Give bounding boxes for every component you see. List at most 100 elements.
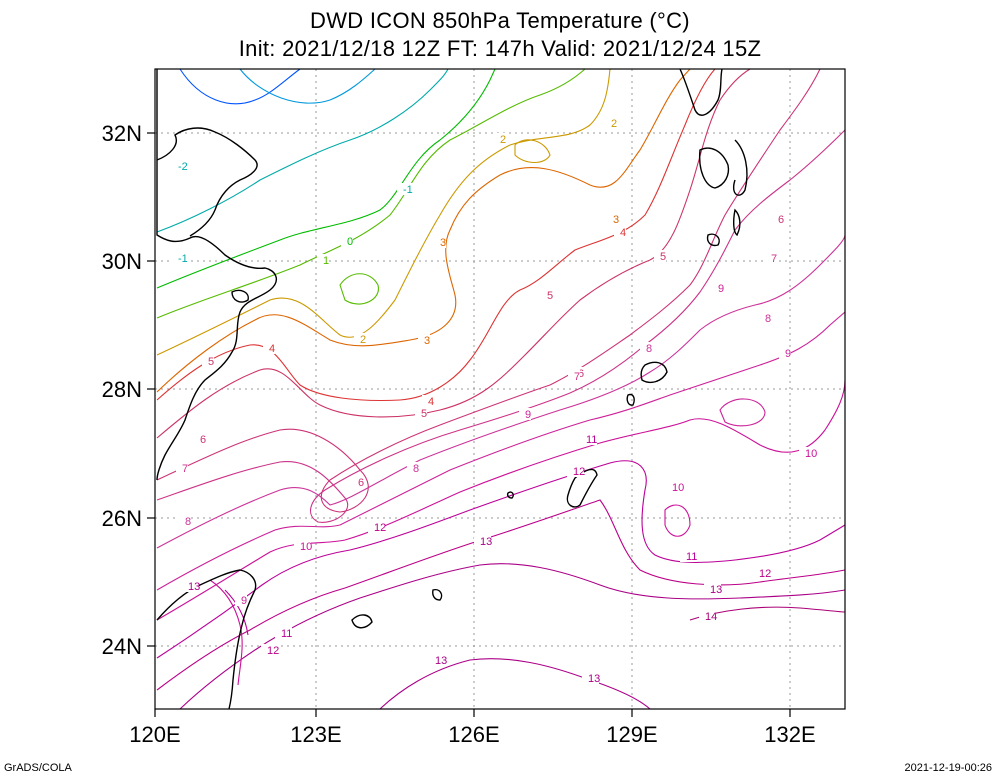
contour-label-bg: [294, 540, 311, 552]
contour-two: [156, 68, 611, 356]
okinawa: [566, 468, 598, 508]
lat-label: 26N: [102, 506, 142, 531]
contour-label-bg: [172, 252, 189, 264]
tick-marks: [147, 132, 791, 717]
contour-label: 2: [611, 118, 617, 130]
contour-label-bg: [354, 333, 366, 345]
contour-label-bg: [434, 236, 446, 248]
contour-label-bg: [567, 465, 584, 477]
contour-label: 11: [281, 628, 292, 640]
contour-label-bg: [179, 515, 191, 527]
tokunoshima: [626, 393, 635, 406]
contour-label: 12: [759, 568, 771, 580]
contour-label: 3: [440, 237, 446, 249]
contour-two-closed: [514, 139, 551, 164]
contour-label: 10: [805, 448, 817, 460]
contour-label: 12: [573, 466, 585, 478]
contour-labels: -2-1-10122233344455556666777888899991010…: [172, 117, 817, 685]
contour-label: 6: [578, 368, 584, 380]
contour-label: 13: [588, 673, 600, 685]
contour-label-bg: [765, 252, 777, 264]
contour-label-bg: [263, 342, 275, 354]
contour-twelve: [156, 499, 846, 691]
lon-label: 126E: [448, 722, 499, 747]
contour-label-bg: [494, 133, 506, 145]
kyushu-south: [698, 147, 730, 189]
grid-lines: [155, 69, 845, 709]
contour-six: [156, 68, 821, 513]
contour-label: 7: [574, 371, 580, 383]
contour-label: 9: [785, 348, 791, 360]
tanegashima: [732, 208, 741, 237]
contour-label-bg: [607, 213, 619, 225]
contour-label: 3: [613, 214, 619, 226]
contour-five: [156, 68, 751, 439]
contour-label: 4: [428, 396, 434, 408]
lon-label: 132E: [764, 722, 815, 747]
contour-label: 1: [323, 255, 329, 267]
contour-label-bg: [176, 462, 188, 474]
contour-label-bg: [407, 462, 419, 474]
contour-label: 4: [269, 343, 275, 355]
contour-label: 6: [778, 214, 784, 226]
contour-label: 12: [374, 522, 386, 534]
render-timestamp: 2021-12-19-00:26: [904, 762, 992, 774]
contour-label-bg: [580, 433, 597, 445]
contour-label-bg: [712, 282, 724, 294]
contour-eleven: [156, 460, 846, 659]
contour-label-bg: [699, 610, 716, 622]
china-coast-north: [156, 127, 258, 237]
contour-label: 6: [200, 434, 206, 446]
contour-label-bg: [582, 672, 599, 684]
contour-minus2: [239, 68, 376, 104]
contour-label: 4: [620, 227, 626, 239]
contour-label: 14: [705, 611, 717, 623]
contour-label-bg: [541, 289, 553, 301]
contour-label: 7: [182, 463, 188, 475]
map-title: DWD ICON 850hPa Temperature (°C): [310, 8, 690, 33]
kyushu-coast: [679, 68, 723, 116]
contour-label: 2: [500, 134, 506, 146]
contour-label-bg: [317, 254, 329, 266]
map-subtitle: Init: 2021/12/18 12Z FT: 147h Valid: 202…: [238, 36, 762, 61]
amami: [640, 361, 668, 384]
contour-label-bg: [341, 235, 353, 247]
contour-eight: [156, 234, 846, 549]
temperature-contours: [156, 68, 846, 710]
taiwan-coast: [156, 569, 257, 710]
contour-label: 9: [241, 595, 247, 607]
contour-label: 9: [525, 409, 531, 421]
contour-label: 8: [646, 343, 652, 355]
small-island-1: [506, 491, 514, 499]
contour-four: [156, 68, 716, 402]
software-credit: GrADS/COLA: [4, 762, 72, 774]
contour-label-bg: [235, 594, 247, 606]
contour-thirteen-south: [379, 658, 651, 710]
kyushu-east: [733, 139, 748, 196]
contour-ten: [156, 379, 846, 621]
contour-label-bg: [397, 183, 414, 195]
contour-taiwan-inner-2: [224, 589, 249, 636]
zhoushan: [231, 289, 249, 303]
contour-label-bg: [753, 567, 770, 579]
contour-taiwan-inner: [209, 579, 243, 686]
contour-label-bg: [779, 347, 791, 359]
lon-label: 129E: [606, 722, 657, 747]
contour-label-bg: [275, 627, 292, 639]
contour-label-bg: [680, 550, 697, 562]
contour-label-bg: [422, 395, 434, 407]
lat-label: 32N: [102, 121, 142, 146]
ishigaki: [432, 588, 443, 601]
contour-label: 10: [672, 482, 684, 494]
lon-label: 123E: [290, 722, 341, 747]
contour-label-bg: [418, 334, 430, 346]
contour-label: -1: [178, 253, 188, 265]
contour-label-bg: [202, 355, 214, 367]
coastlines: [156, 68, 748, 710]
contour-minus3: [179, 68, 301, 105]
contour-label-bg: [429, 654, 446, 666]
contour-label-bg: [759, 312, 771, 324]
contour-label-bg: [654, 250, 666, 262]
contour-label-bg: [605, 117, 617, 129]
